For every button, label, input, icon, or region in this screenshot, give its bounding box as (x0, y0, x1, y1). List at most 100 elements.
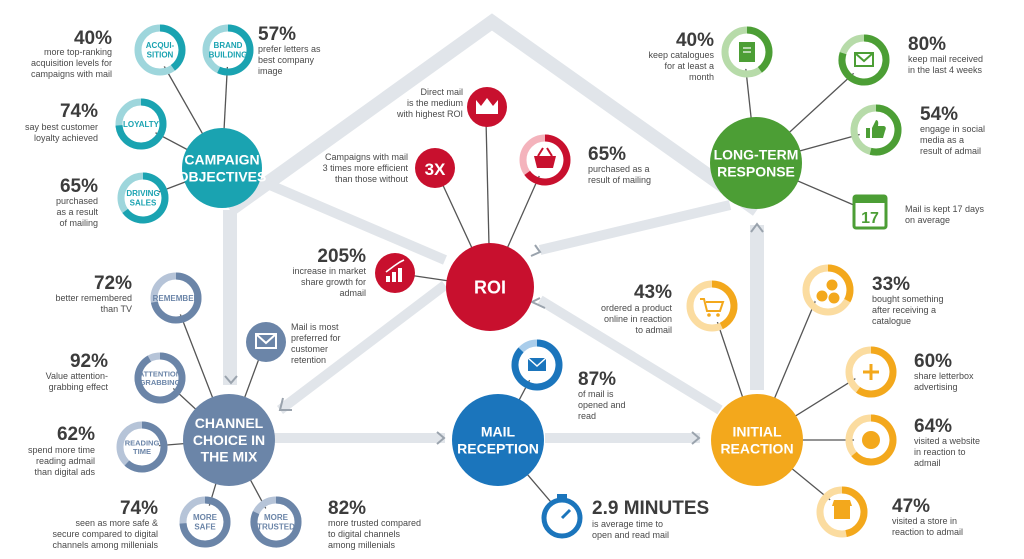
envelope-icon (255, 333, 277, 349)
ring-fill (511, 339, 563, 391)
ring-fill (841, 486, 868, 538)
ring-fill (746, 26, 773, 73)
caption-text: purchased as a result of mailing (588, 164, 651, 185)
arrow-heads (224, 222, 764, 445)
ring-remember (150, 272, 202, 324)
ring-center (259, 505, 293, 539)
node-label: ACQUI-SITION (146, 41, 175, 59)
percent-value: 57% (258, 24, 296, 45)
hub-title: CAMPAIGN OBJECTIVES (178, 152, 267, 185)
coin-icon (826, 279, 838, 291)
hub-title: ROI (474, 277, 506, 297)
caption-text: visited a store in reaction to admail (892, 516, 963, 537)
caption-text: engage in social media as a result of adma… (920, 124, 985, 156)
ring-center (695, 289, 729, 323)
ring-attention-grabbing (134, 352, 186, 404)
ring-center (124, 107, 158, 141)
caption-text: keep catalogues for at least a month (648, 50, 714, 82)
node-label: READING TIME (125, 438, 160, 456)
ring-center (143, 361, 177, 395)
caption-text: Value attention-grabbing effect (46, 371, 109, 392)
hub-title: INITIAL REACTION (720, 424, 793, 457)
ring-acquisition (134, 24, 186, 76)
ring-fill (851, 414, 897, 466)
percent-value: 87% (578, 369, 616, 390)
connector-arrows (268, 180, 732, 443)
ring-fill (179, 496, 231, 548)
caption-text: Campaigns with mail 3 times more efficien… (323, 152, 409, 184)
percent-value: 74% (60, 101, 98, 122)
thumbs-up-icon (866, 120, 886, 138)
ring-fill (124, 421, 168, 473)
ring-center (211, 33, 245, 67)
node-label: MORE SAFE (193, 513, 218, 531)
caption-text: say best customer loyalty achieved (25, 122, 98, 143)
caption-text: prefer letters as best company image (258, 44, 321, 76)
threex-badge (415, 148, 455, 188)
coin-icon (816, 290, 828, 302)
node-label: LOYALTY (123, 120, 160, 129)
hub-circle (446, 243, 534, 331)
caption-text: Mail is kept 17 days on average (905, 204, 985, 225)
node-label: REMEMBER (153, 294, 200, 303)
envelope-flap (527, 357, 547, 368)
caption-text: more trusted compared to digital channels… (328, 518, 421, 550)
ring-center (811, 273, 845, 307)
growth-chart-icon (386, 268, 402, 282)
threex-label: 3X (425, 160, 446, 179)
caption-text: increase in market share growth for admail (292, 266, 366, 298)
percent-value: 65% (588, 144, 626, 165)
envelope-icon (854, 52, 874, 67)
percent-value: 40% (676, 30, 714, 51)
ring-fill (217, 24, 254, 76)
percent-value: 62% (57, 424, 95, 445)
hub-long-term-response: LONG-TERM RESPONSE (710, 117, 802, 209)
caption-text: spend more time reading admail than digita… (28, 445, 96, 477)
percent-value: 80% (908, 34, 946, 55)
cart-wheel (716, 313, 720, 317)
hub-circle (710, 117, 802, 209)
percent-value: 2.9 MINUTES (592, 498, 709, 519)
ring-online-order (686, 280, 738, 332)
hub-circle (452, 394, 544, 486)
caption-text: keep mail received in the last 4 weeks (908, 54, 983, 75)
percent-value: 72% (94, 273, 132, 294)
percent-value: 82% (328, 498, 366, 519)
hub-title: MAIL RECEPTION (457, 424, 539, 457)
globe-icon (862, 431, 880, 449)
house-frame (223, 13, 764, 390)
ring-brand-building (202, 24, 254, 76)
caption-text: Direct mail is the medium with highest ROI (396, 87, 463, 119)
percent-value: 64% (914, 416, 952, 437)
percent-value: 65% (60, 176, 98, 197)
hub-roi: ROI (446, 243, 534, 331)
stopwatch-button (557, 494, 567, 499)
caption-text: seen as more safe & secure compared to di… (52, 518, 158, 550)
node-label: MORE TRUSTED (257, 513, 295, 531)
ring-fill (869, 104, 902, 156)
ring-center (188, 505, 222, 539)
hub-mail-reception: MAIL RECEPTION (452, 394, 544, 486)
ring-fill (159, 24, 186, 71)
node-label: DRIVING SALES (126, 189, 159, 207)
percent-value: 92% (70, 351, 108, 372)
ring-fill (856, 346, 897, 398)
caption-text: better remembered than TV (55, 293, 132, 314)
ring-center (125, 430, 159, 464)
ring-website (845, 414, 897, 466)
hub-circle (183, 394, 275, 486)
caption-text: visited a website in reaction to admail (914, 436, 980, 468)
growth-arrow-icon (385, 259, 405, 273)
percent-value: 43% (634, 282, 672, 303)
ring-more-safe (179, 496, 231, 548)
ring-fill (711, 280, 738, 330)
percent-value: 40% (74, 28, 112, 49)
nodes-layer: CAMPAIGN OBJECTIVES CHANNEL CHOICE IN THE MI… (25, 24, 985, 550)
caption-text: bought something after receiving a catalog… (872, 294, 944, 326)
percent-value: 74% (120, 498, 158, 519)
ring-center (126, 181, 160, 215)
basket-icon (534, 156, 556, 168)
caption-text: Mail is most preferred for customer retenti… (291, 322, 341, 365)
hub-campaign-objectives: CAMPAIGN OBJECTIVES (178, 128, 267, 208)
plus-icon (863, 364, 879, 380)
